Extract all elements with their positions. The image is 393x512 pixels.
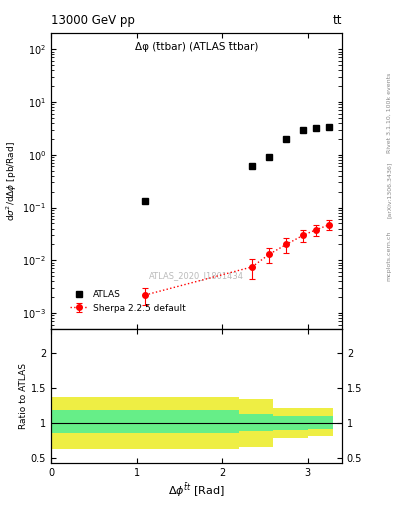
- ATLAS: [301, 126, 306, 133]
- X-axis label: $\Delta\phi^{\bar{t}t}\ \mathrm{[Rad]}$: $\Delta\phi^{\bar{t}t}\ \mathrm{[Rad]}$: [168, 481, 225, 499]
- Text: Δφ (t̄tbar) (ATLAS t̄tbar): Δφ (t̄tbar) (ATLAS t̄tbar): [135, 42, 258, 52]
- ATLAS: [314, 125, 319, 131]
- Text: tt: tt: [332, 14, 342, 27]
- ATLAS: [250, 163, 254, 169]
- Text: mcplots.cern.ch: mcplots.cern.ch: [387, 231, 391, 281]
- Text: Rivet 3.1.10, 100k events: Rivet 3.1.10, 100k events: [387, 73, 391, 153]
- ATLAS: [284, 136, 289, 142]
- Text: [arXiv:1306.3436]: [arXiv:1306.3436]: [387, 161, 391, 218]
- ATLAS: [267, 154, 272, 160]
- Y-axis label: Ratio to ATLAS: Ratio to ATLAS: [19, 363, 28, 429]
- Legend: ATLAS, Sherpa 2.2.5 default: ATLAS, Sherpa 2.2.5 default: [70, 290, 185, 313]
- ATLAS: [143, 199, 147, 205]
- Line: ATLAS: ATLAS: [142, 123, 332, 205]
- ATLAS: [327, 123, 331, 130]
- Text: ATLAS_2020_I1801434: ATLAS_2020_I1801434: [149, 271, 244, 280]
- Y-axis label: $\mathrm{d}\sigma^2/\mathrm{d}\Delta\phi\ \mathrm{[pb/Rad]}$: $\mathrm{d}\sigma^2/\mathrm{d}\Delta\phi…: [5, 141, 20, 221]
- Text: 13000 GeV pp: 13000 GeV pp: [51, 14, 135, 27]
